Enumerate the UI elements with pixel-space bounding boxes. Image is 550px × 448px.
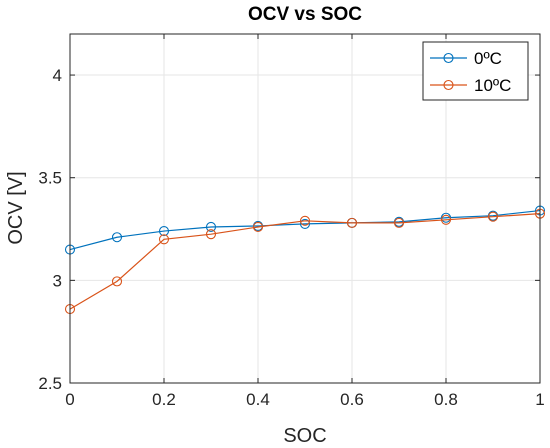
data-point bbox=[346, 217, 358, 228]
x-axis-label: SOC bbox=[283, 425, 326, 447]
data-point bbox=[111, 276, 123, 287]
data-point bbox=[487, 211, 499, 222]
y-tick-label: 3.5 bbox=[38, 169, 62, 188]
x-tick-label: 1 bbox=[535, 390, 544, 409]
data-point bbox=[158, 234, 170, 245]
axes-box bbox=[69, 33, 541, 384]
data-point bbox=[393, 217, 405, 228]
legend: 0ºC 10ºC bbox=[422, 41, 529, 101]
x-tick-label: 0.2 bbox=[152, 390, 176, 409]
x-tick-label: 0 bbox=[65, 390, 74, 409]
data-point bbox=[205, 229, 217, 240]
x-tick-label: 0.6 bbox=[340, 390, 364, 409]
chart-title: OCV vs SOC bbox=[248, 4, 362, 25]
data-point bbox=[299, 218, 311, 229]
data-point bbox=[440, 214, 452, 225]
legend-label: 10ºC bbox=[474, 76, 511, 95]
y-tick-label: 3 bbox=[53, 271, 62, 290]
legend-marker bbox=[443, 79, 454, 91]
legend-marker bbox=[443, 52, 454, 64]
y-axis-label: OCV [V] bbox=[5, 171, 27, 244]
legend-label: 0ºC bbox=[474, 49, 502, 68]
series-line bbox=[69, 209, 541, 251]
data-point bbox=[299, 215, 311, 226]
series-line bbox=[69, 213, 541, 310]
y-tick-label: 2.5 bbox=[38, 374, 62, 393]
legend-box bbox=[422, 41, 529, 101]
x-tick-label: 0.8 bbox=[434, 390, 458, 409]
data-point bbox=[158, 226, 170, 237]
axes bbox=[69, 33, 541, 384]
tick-labels: 0 0.2 0.4 0.6 0.8 1 2.5 3 3.5 4 bbox=[38, 66, 544, 409]
data-point bbox=[205, 221, 217, 233]
data-point bbox=[111, 232, 123, 243]
x-tick-label: 0.4 bbox=[246, 390, 270, 409]
data-point bbox=[252, 221, 264, 233]
y-tick-label: 4 bbox=[53, 66, 62, 85]
